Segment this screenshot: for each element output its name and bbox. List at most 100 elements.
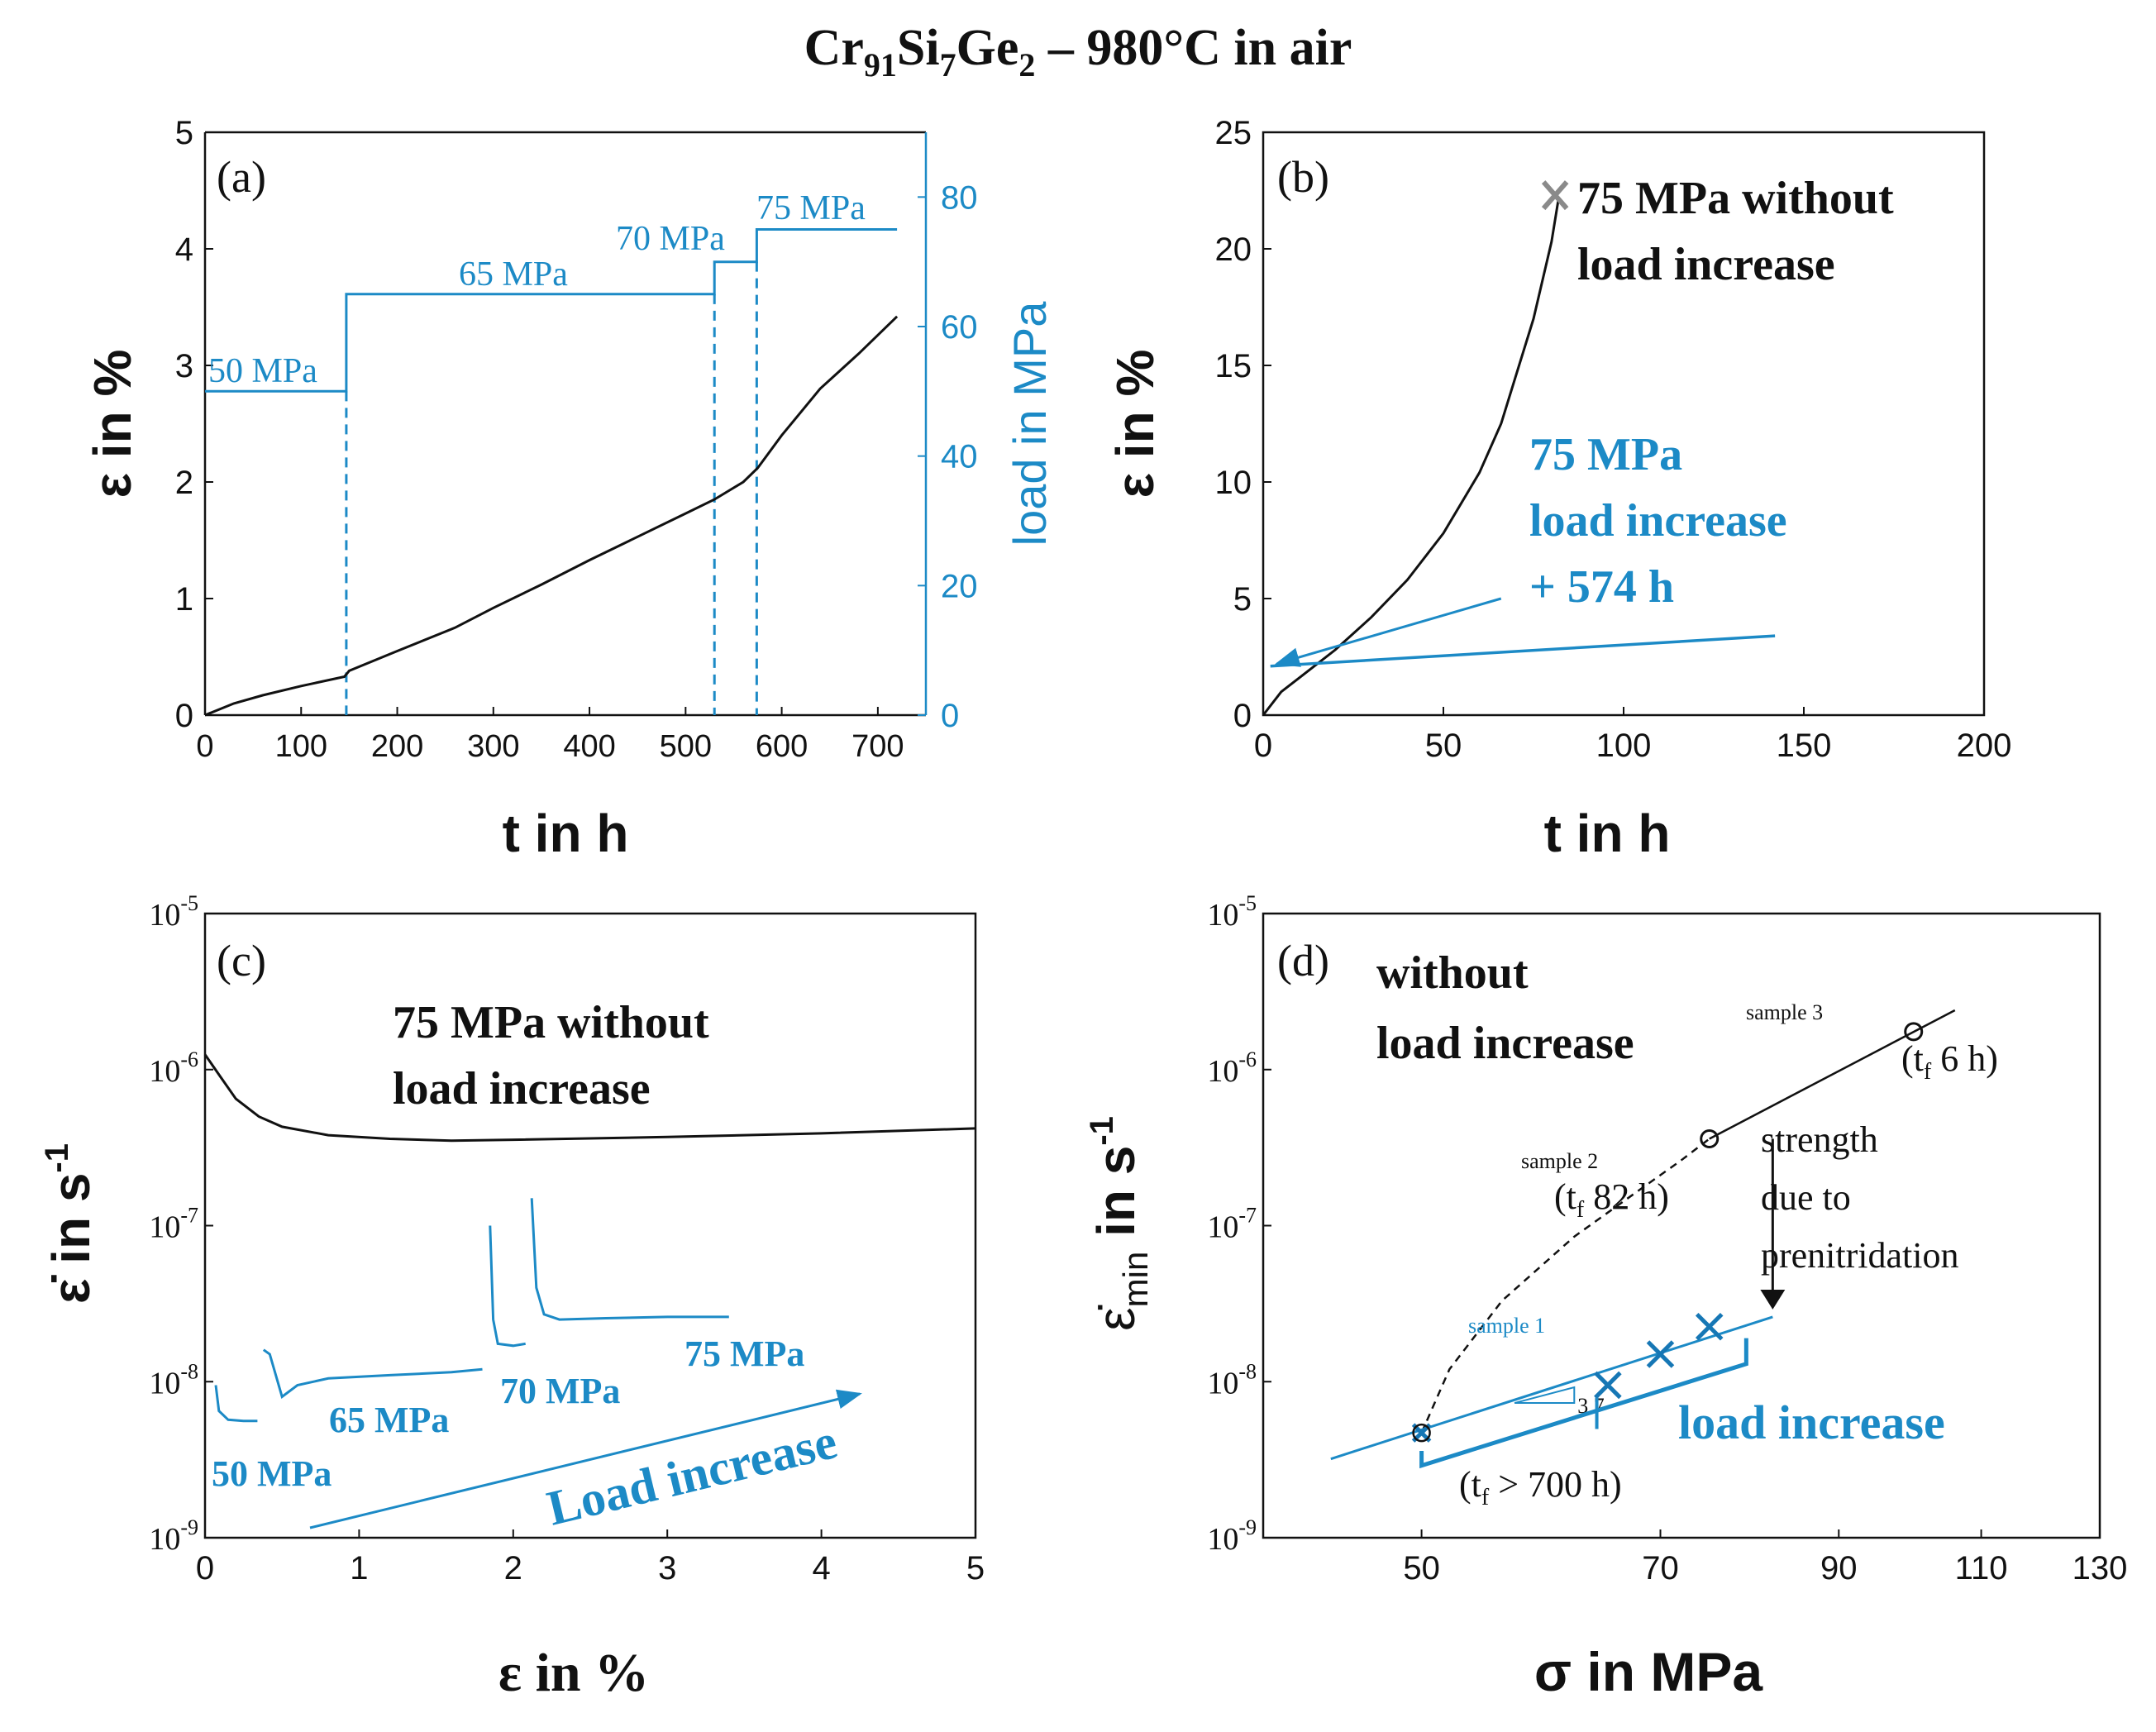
y-tick-label-d: 10-8 bbox=[1207, 1359, 1257, 1400]
panel-a: 0 100 200 300 400 500 600 700 0 1 2 3 4 5 0 20 40 60 80 t i… bbox=[83, 115, 1056, 863]
x-tick-label-c: 3 bbox=[658, 1550, 676, 1586]
panel-label-c: (c) bbox=[217, 936, 266, 985]
data-point-load-increase bbox=[1695, 1313, 1724, 1341]
sample-label: sample 3 bbox=[1746, 1000, 1823, 1024]
x-tick-label-c: 2 bbox=[504, 1550, 522, 1586]
x-tick-label-d: 90 bbox=[1820, 1550, 1858, 1586]
failure-time-sample2: (tf 82 h) bbox=[1554, 1176, 1669, 1223]
y-tick-label-b: 5 bbox=[1233, 581, 1252, 618]
y2-tick-label-a: 60 bbox=[941, 309, 978, 346]
x-tick-label-a: 400 bbox=[563, 729, 615, 764]
x-axis-label-c: ε in % bbox=[498, 1643, 649, 1703]
y-tick-label-b: 10 bbox=[1215, 465, 1252, 501]
load-increase-label-c: Load increase bbox=[542, 1414, 842, 1536]
load-label-c: 75 MPa bbox=[684, 1334, 804, 1374]
x-axis-label-a: t in h bbox=[503, 804, 629, 863]
x-tick-label-b: 50 bbox=[1425, 728, 1462, 764]
x-tick-label-b: 100 bbox=[1596, 728, 1652, 764]
x-tick-label-a: 200 bbox=[371, 729, 423, 764]
label-strength: due to bbox=[1761, 1177, 1851, 1218]
x-tick-label-a: 0 bbox=[196, 729, 213, 764]
y-tick-label-a: 0 bbox=[175, 698, 193, 734]
rate-curve-load-step bbox=[262, 1348, 483, 1400]
x-tick-label-c: 1 bbox=[350, 1550, 368, 1586]
x-tick-label-d: 130 bbox=[2073, 1550, 2128, 1586]
data-point-load-increase bbox=[1646, 1340, 1675, 1368]
x-tick-label-b: 150 bbox=[1777, 728, 1832, 764]
load-label-c: 70 MPa bbox=[500, 1371, 620, 1411]
panel-d: 50 70 90 110 130 10-9 10-8 10-7 10-6 10-5 σ in MPa… bbox=[1084, 891, 2127, 1702]
label-without-d: load increase bbox=[1376, 1018, 1634, 1069]
fit-line-load-increase bbox=[1330, 1315, 1773, 1461]
x-tick-label-b: 200 bbox=[1957, 728, 2012, 764]
x-tick-label-d: 110 bbox=[1955, 1550, 2008, 1586]
y2-tick-label-a: 40 bbox=[941, 439, 978, 475]
y-tick-label-d: 10-9 bbox=[1207, 1515, 1257, 1557]
label-without-c: 75 MPa without bbox=[393, 997, 709, 1048]
rate-curve-load-step bbox=[214, 1385, 258, 1423]
panel-b: 0 50 100 150 200 0 5 10 15 20 25 t in h ε in % (b) 75 … bbox=[1105, 115, 2011, 863]
strain-curve-a bbox=[204, 315, 899, 717]
y-tick-label-b: 15 bbox=[1215, 348, 1252, 384]
label-without-b: load increase bbox=[1577, 239, 1835, 290]
load-label-a: 50 MPa bbox=[208, 352, 317, 390]
load-label-a: 75 MPa bbox=[756, 189, 866, 227]
x-tick-label-d: 70 bbox=[1642, 1550, 1679, 1586]
x-tick-label-b: 0 bbox=[1254, 728, 1272, 764]
label-load-b: + 574 h bbox=[1529, 561, 1674, 613]
y2-tick-label-a: 20 bbox=[941, 568, 978, 604]
y-axis-label-c: ε̇ in s-1 bbox=[39, 1143, 101, 1304]
panel-label-d: (d) bbox=[1277, 936, 1329, 985]
x-axis-label-d: σ in MPa bbox=[1534, 1641, 1763, 1702]
y-tick-label-a: 5 bbox=[175, 115, 193, 151]
y-tick-label-c: 10-8 bbox=[149, 1359, 198, 1400]
failure-time-sample1: (tf > 700 h) bbox=[1459, 1464, 1622, 1510]
x-tick-label-a: 100 bbox=[275, 729, 327, 764]
y-tick-label-c: 10-6 bbox=[149, 1047, 198, 1089]
failure-marker bbox=[1541, 180, 1569, 211]
sample-label: sample 2 bbox=[1521, 1149, 1598, 1173]
load-label-c: 65 MPa bbox=[329, 1400, 449, 1440]
label-strength: prenitridation bbox=[1761, 1235, 1959, 1276]
dashed-link-d bbox=[1420, 1138, 1710, 1434]
y-tick-label-a: 3 bbox=[175, 348, 193, 384]
y-axis-label-d: ε̇min in s-1 bbox=[1084, 1116, 1155, 1331]
range-bracket bbox=[1419, 1338, 1748, 1469]
label-strength: strength bbox=[1761, 1119, 1878, 1160]
fit-line-without bbox=[1709, 1009, 1956, 1140]
y-tick-label-b: 25 bbox=[1215, 115, 1252, 151]
y2-tick-label-a: 0 bbox=[941, 698, 959, 734]
y2-tick-label-a: 80 bbox=[941, 179, 978, 216]
load-step-line bbox=[205, 228, 898, 393]
y-tick-label-d: 10-6 bbox=[1207, 1047, 1257, 1089]
label-without-c: load increase bbox=[393, 1063, 651, 1114]
sample-label-blue: sample 1 bbox=[1468, 1314, 1545, 1338]
load-increase-line-b bbox=[1270, 634, 1776, 668]
y-tick-label-d: 10-7 bbox=[1207, 1204, 1257, 1245]
y-tick-label-c: 10-7 bbox=[149, 1204, 198, 1245]
load-label-a: 70 MPa bbox=[616, 220, 725, 258]
y-tick-label-d: 10-5 bbox=[1207, 891, 1257, 933]
rate-curve-load-step bbox=[530, 1198, 729, 1321]
label-load-increase-d: load increase bbox=[1678, 1396, 1945, 1449]
data-point-overlap bbox=[1412, 1423, 1431, 1443]
slope-triangle bbox=[1514, 1386, 1576, 1405]
failure-time-sample3: (tf 6 h) bbox=[1901, 1038, 1998, 1085]
x-tick-label-c: 0 bbox=[196, 1550, 214, 1586]
x-tick-label-a: 700 bbox=[851, 729, 904, 764]
load-label-a: 65 MPa bbox=[459, 255, 568, 293]
rate-curve-load-step bbox=[489, 1225, 526, 1348]
pointer-arrow-b bbox=[1274, 597, 1502, 667]
label-load-b: 75 MPa bbox=[1529, 429, 1682, 480]
x-tick-label-a: 600 bbox=[756, 729, 808, 764]
panel-label-a: (a) bbox=[217, 152, 266, 202]
y-tick-label-c: 10-9 bbox=[149, 1515, 198, 1557]
x-tick-label-a: 500 bbox=[660, 729, 712, 764]
x-tick-label-c: 4 bbox=[812, 1550, 830, 1586]
load-increase-arrow-c bbox=[309, 1389, 862, 1529]
label-without-b: 75 MPa without bbox=[1577, 173, 1894, 224]
y-tick-label-c: 10-5 bbox=[149, 891, 198, 933]
load-label-c: 50 MPa bbox=[212, 1453, 332, 1494]
rate-curve-without bbox=[203, 1053, 976, 1143]
